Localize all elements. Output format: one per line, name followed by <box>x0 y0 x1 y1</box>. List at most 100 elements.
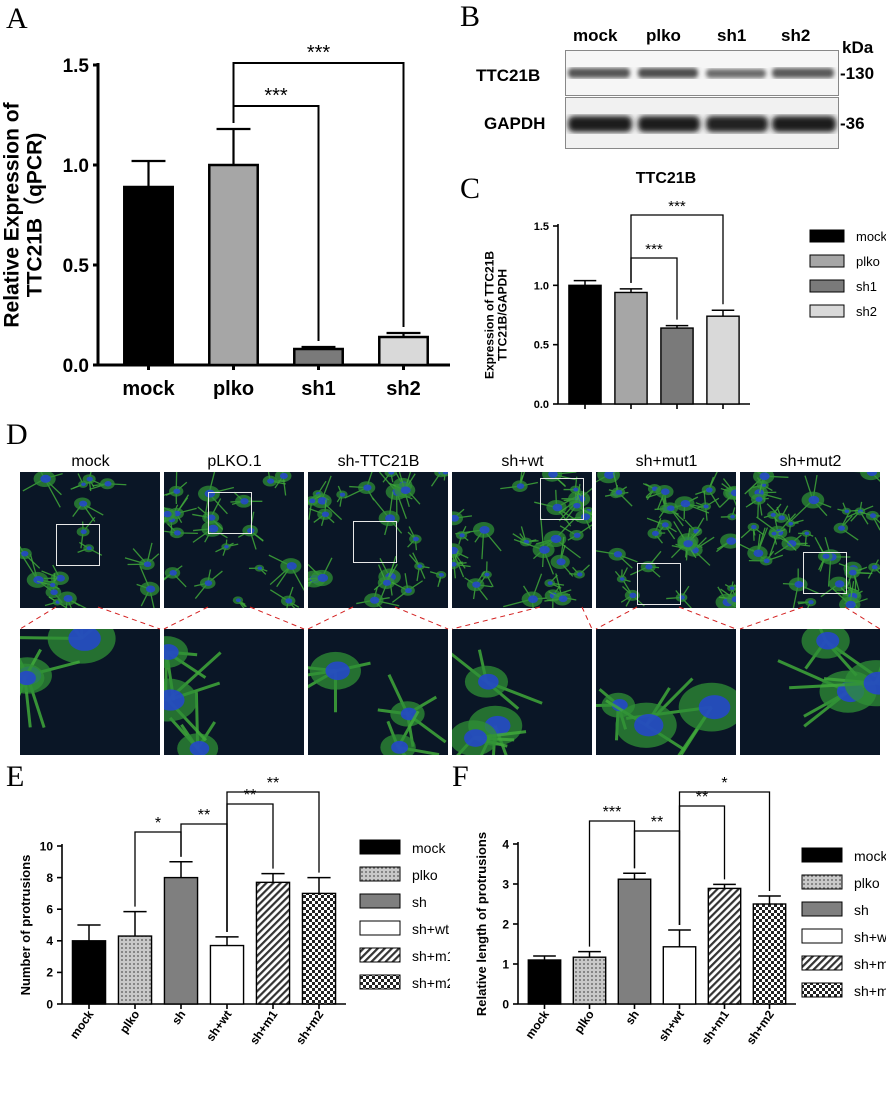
cell-nucleus <box>577 572 583 577</box>
fluorescence-zoom <box>452 629 592 755</box>
legend-label: plko <box>412 867 438 883</box>
legend-label: sh+m2 <box>412 975 450 991</box>
microscopy-column-title: pLKO.1 <box>207 453 262 470</box>
significance-label: *** <box>307 42 331 64</box>
bar <box>117 935 153 1005</box>
significance-label: ** <box>651 814 663 831</box>
cell-nucleus <box>438 572 444 577</box>
microscopy-column-title: sh-TTC21B <box>337 453 420 470</box>
microscopy-zoom-image <box>452 629 592 755</box>
cell-nucleus <box>516 483 525 490</box>
x-tick-label: sh+m1 <box>247 1007 281 1047</box>
cell-nucleus <box>651 530 659 537</box>
cell-nucleus <box>666 505 675 512</box>
microscopy-column-title: sh+wt <box>501 453 544 470</box>
significance-bracket <box>678 791 771 925</box>
significance-label: ** <box>267 775 279 792</box>
legend-swatch <box>809 279 845 293</box>
x-tick-label: mock <box>67 1007 97 1041</box>
bar <box>163 876 199 1005</box>
bar <box>255 881 291 1005</box>
cell-nucleus <box>369 596 380 604</box>
legend-swatch <box>359 920 401 936</box>
cell-nucleus <box>309 498 316 504</box>
cell-nucleus <box>472 581 481 588</box>
bar <box>617 878 652 1005</box>
cell-nucleus <box>286 562 297 570</box>
zoom-connector <box>678 606 737 630</box>
cell-nucleus <box>866 472 878 477</box>
y-axis-label: Relative length of protrusions <box>474 832 489 1016</box>
cell-nucleus <box>550 534 562 543</box>
cell-nucleus <box>49 582 56 588</box>
blot-kda-label: kDa <box>842 38 874 57</box>
image-background <box>308 629 448 755</box>
y-tick-label: 2 <box>46 966 53 980</box>
bar <box>527 959 562 1005</box>
cell-nucleus <box>164 689 185 711</box>
x-tick-label: plko <box>117 1008 143 1036</box>
cell-nucleus <box>573 532 581 538</box>
cell-nucleus <box>794 580 804 588</box>
bar <box>123 185 174 367</box>
significance-bracket <box>226 791 320 932</box>
cell-nucleus <box>86 546 92 551</box>
zoom-connector <box>595 606 638 630</box>
cell-nucleus <box>726 537 736 545</box>
cell-nucleus <box>558 595 568 603</box>
cell-nucleus <box>412 536 419 542</box>
zoom-connector <box>97 606 161 630</box>
cell-nucleus <box>391 740 409 754</box>
significance-label: ** <box>244 787 256 804</box>
chart-a: 0.0 0.5 1.0 1.5 Relative Expression ofTTC21B… <box>0 42 450 400</box>
legend-label: sh <box>412 894 427 910</box>
cell-nucleus <box>169 570 177 576</box>
blot-kda-130: -130 <box>840 64 875 83</box>
cell-nucleus <box>21 550 29 557</box>
cell-nucleus <box>339 492 346 497</box>
cell-nucleus <box>20 670 36 686</box>
cell-nucleus <box>452 546 459 555</box>
cell-nucleus <box>527 595 539 604</box>
zoom-region-box <box>208 492 252 534</box>
y-axis-label-line: TTC21B/GAPDH <box>496 269 510 361</box>
fluorescence-overview <box>20 472 160 608</box>
cell-body <box>844 660 880 707</box>
significance-bracket <box>232 62 405 327</box>
bar <box>752 903 787 1005</box>
bar <box>706 315 740 405</box>
legend-swatch <box>359 839 401 855</box>
cell-nucleus <box>834 580 845 588</box>
cell-nucleus <box>751 524 757 530</box>
blot-band <box>706 116 768 132</box>
significance-label: * <box>155 815 161 832</box>
cell-nucleus <box>207 514 216 521</box>
bar <box>378 335 429 367</box>
cell-nucleus <box>680 499 691 508</box>
cell-nucleus <box>730 514 735 519</box>
cell-nucleus <box>573 502 581 509</box>
cell-nucleus <box>613 551 623 558</box>
cell-nucleus <box>443 472 448 475</box>
y-tick-label: 0.0 <box>63 356 89 377</box>
cell-nucleus <box>729 586 735 590</box>
legend-label: sh+m1 <box>854 956 886 972</box>
cell-nucleus <box>808 600 814 605</box>
cell-nucleus <box>787 540 797 548</box>
y-tick-label: 1.0 <box>534 280 549 292</box>
legend-swatch <box>809 304 845 318</box>
fluorescence-zoom <box>596 629 736 755</box>
cell-nucleus <box>731 596 736 603</box>
cell-nucleus <box>464 729 488 747</box>
zoom-connector <box>844 606 881 630</box>
cell-nucleus <box>478 673 499 690</box>
cell-nucleus <box>661 488 670 495</box>
cell-nucleus <box>547 581 553 586</box>
cell-nucleus <box>452 561 457 567</box>
y-axis-label: Expression of TTC21BTTC21B/GAPDH <box>482 251 509 379</box>
cell-nucleus <box>771 531 777 536</box>
legend-label: sh+m2 <box>854 983 886 999</box>
y-tick-label: 0 <box>46 997 53 1011</box>
legend-label: sh+wt <box>854 929 886 945</box>
blot-band <box>638 68 698 78</box>
